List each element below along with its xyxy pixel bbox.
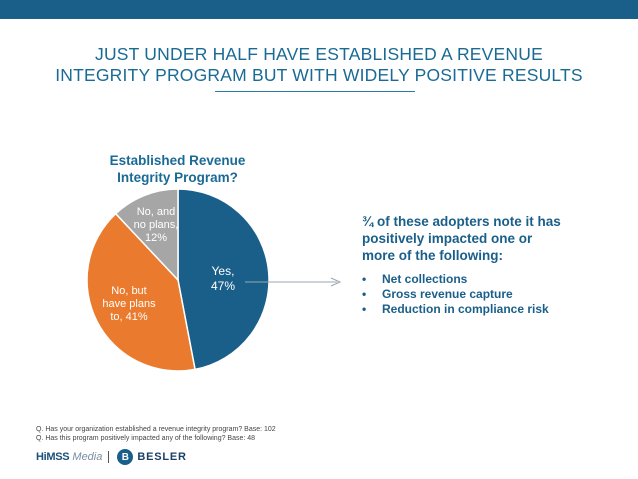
slide-title: JUST UNDER HALF HAVE ESTABLISHED A REVEN…	[0, 44, 638, 86]
slice-label-line: 12%	[144, 232, 168, 244]
top-banner	[0, 0, 638, 19]
callout-line: positively impacted one or	[362, 231, 533, 246]
list-item: • Net collections	[362, 272, 592, 287]
logo-divider	[108, 451, 110, 463]
bullet-icon: •	[362, 272, 367, 286]
callout-box: ¾ of these adopters note it has positive…	[362, 213, 592, 317]
list-item-label: Gross revenue capture	[382, 287, 513, 301]
callout-text: ¾ of these adopters note it has positive…	[362, 213, 592, 264]
slice-label-line: to, 41%	[110, 311, 148, 323]
pie-slice-no-but-plans	[86, 212, 196, 372]
slide-title-line: JUST UNDER HALF HAVE ESTABLISHED A REVEN…	[95, 44, 543, 64]
survey-notes: Q. Has your organization established a r…	[36, 425, 276, 443]
list-item-label: Net collections	[382, 272, 468, 286]
survey-note: Q. Has your organization established a r…	[36, 426, 276, 433]
slice-label-line: No, and	[136, 206, 176, 218]
title-underline	[215, 91, 415, 92]
himss-media-logo: HiMSS Media	[36, 451, 102, 463]
callout-line: more of the following:	[362, 248, 503, 263]
besler-logo-text: BESLER	[137, 451, 187, 463]
chart-title: Established Revenue Integrity Program?	[90, 152, 265, 186]
slice-label-line: 47%	[210, 279, 236, 293]
callout-list: • Net collections • Gross revenue capture …	[362, 272, 592, 317]
bullet-icon: •	[362, 302, 367, 316]
slice-label-no-plans: No, and no plans, 12%	[128, 206, 184, 245]
besler-logo-icon: B	[117, 449, 134, 465]
slide-title-line: INTEGRITY PROGRAM BUT WITH WIDELY POSITI…	[55, 65, 583, 85]
pie-slice-yes	[177, 188, 270, 371]
slice-label-line: have plans	[102, 298, 156, 310]
slice-label-yes: Yes, 47%	[200, 264, 246, 294]
list-item: • Reduction in compliance risk	[362, 302, 592, 317]
himss-logo-text: HiMSS	[36, 451, 70, 463]
callout-line: ¾ of these adopters note it has	[362, 214, 561, 229]
slice-label-line: Yes,	[211, 264, 235, 278]
media-logo-text: Media	[72, 451, 103, 463]
slice-label-line: No, but	[111, 285, 147, 297]
slice-label-no-but-plans: No, but have plans to, 41%	[98, 285, 160, 324]
footer-logos: HiMSS Media B BESLER	[36, 447, 187, 467]
list-item-label: Reduction in compliance risk	[382, 302, 549, 316]
pie-slice-no-plans	[114, 188, 179, 282]
survey-note: Q. Has this program positively impacted …	[36, 435, 256, 442]
chart-title-line: Integrity Program?	[117, 170, 238, 185]
list-item: • Gross revenue capture	[362, 287, 592, 302]
arrow-head-icon	[330, 277, 342, 287]
bullet-icon: •	[362, 287, 367, 301]
chart-title-line: Established Revenue	[109, 153, 246, 168]
slice-label-line: no plans,	[133, 219, 179, 231]
